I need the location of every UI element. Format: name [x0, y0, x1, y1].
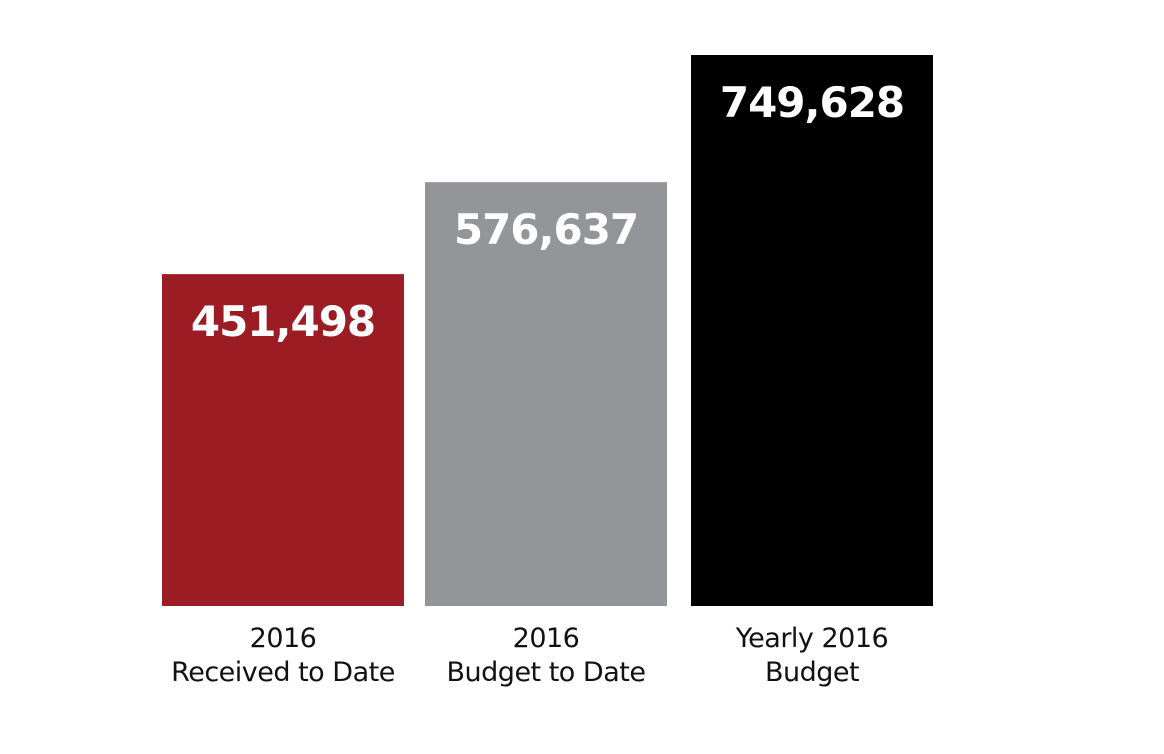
bar-3: [691, 55, 933, 606]
bars-layer: [162, 55, 933, 606]
category-label-2-line-2: Budget to Date: [447, 657, 646, 688]
category-label-2-line-1: 2016: [513, 623, 580, 654]
bar-2: [425, 182, 667, 606]
category-label-1-line-2: Received to Date: [171, 657, 395, 688]
category-label-1-line-1: 2016: [250, 623, 317, 654]
bar-value-label-3: 749,628: [720, 78, 904, 127]
value-labels-layer: 451,498 576,637 749,628: [191, 78, 905, 346]
bar-value-label-2: 576,637: [454, 205, 638, 254]
bar-1: [162, 274, 404, 606]
category-label-3-line-1: Yearly 2016: [735, 623, 888, 654]
bar-value-label-1: 451,498: [191, 297, 375, 346]
category-label-3-line-2: Budget: [765, 657, 859, 688]
